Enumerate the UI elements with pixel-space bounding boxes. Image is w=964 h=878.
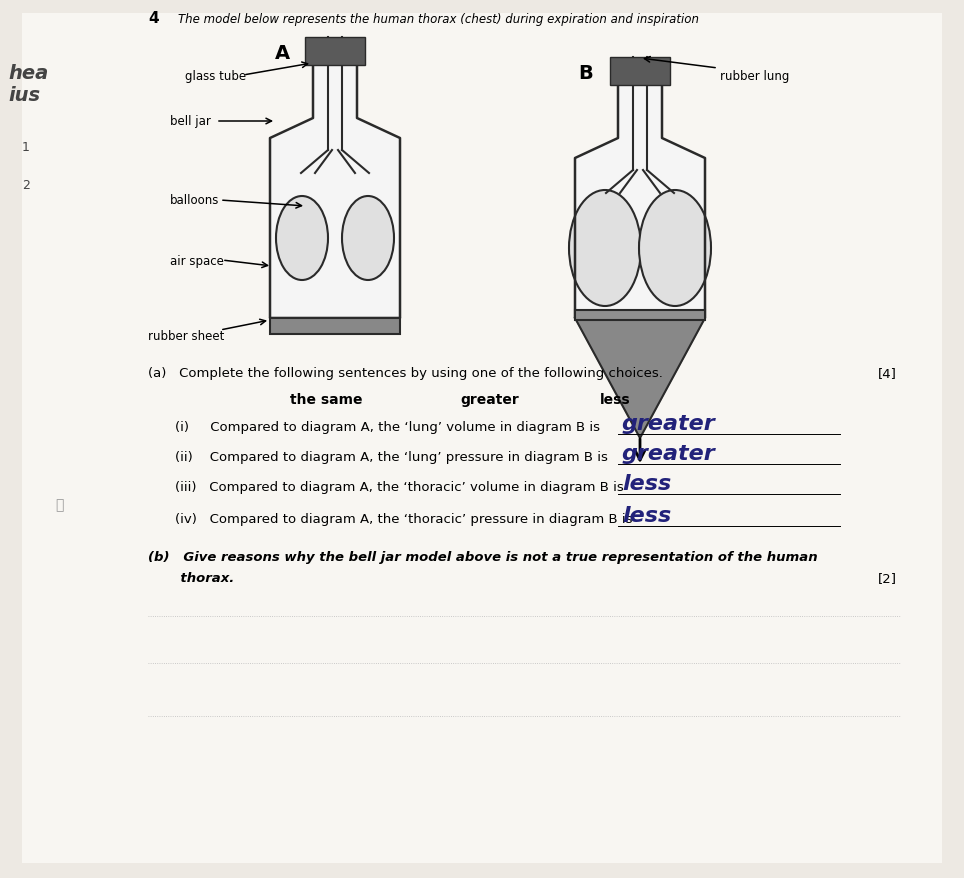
Text: (i)     Compared to diagram A, the ‘lung’ volume in diagram B is: (i) Compared to diagram A, the ‘lung’ vo… xyxy=(175,421,600,434)
Text: 2: 2 xyxy=(22,179,30,191)
Polygon shape xyxy=(575,319,705,438)
Text: [4]: [4] xyxy=(878,367,897,379)
Text: bell jar: bell jar xyxy=(170,115,211,128)
Text: (a)   Complete the following sentences by using one of the following choices.: (a) Complete the following sentences by … xyxy=(148,367,663,379)
Text: the same: the same xyxy=(290,392,362,407)
Text: 1: 1 xyxy=(22,140,30,154)
Text: greater: greater xyxy=(622,443,715,464)
Text: glass tube: glass tube xyxy=(185,69,246,83)
Text: (ii)    Compared to diagram A, the ‘lung’ pressure in diagram B is: (ii) Compared to diagram A, the ‘lung’ p… xyxy=(175,450,608,464)
Text: hea: hea xyxy=(8,64,48,83)
Ellipse shape xyxy=(639,191,711,306)
Ellipse shape xyxy=(276,197,328,281)
Ellipse shape xyxy=(569,191,641,306)
Bar xyxy=(575,311,705,320)
Text: thorax.: thorax. xyxy=(148,572,234,585)
Text: ius: ius xyxy=(8,86,40,104)
Text: rubber sheet: rubber sheet xyxy=(148,329,225,342)
Bar xyxy=(610,58,670,86)
Text: less: less xyxy=(622,473,671,493)
Bar xyxy=(270,319,400,335)
Text: rubber lung: rubber lung xyxy=(720,69,790,83)
Text: B: B xyxy=(578,64,593,83)
Text: (iii)   Compared to diagram A, the ‘thoracic’ volume in diagram B is: (iii) Compared to diagram A, the ‘thorac… xyxy=(175,480,624,493)
Text: The model below represents the human thorax (chest) during expiration and inspir: The model below represents the human tho… xyxy=(178,13,699,26)
Text: greater: greater xyxy=(460,392,519,407)
Text: balloons: balloons xyxy=(170,194,220,207)
Text: air space: air space xyxy=(170,255,224,267)
Text: less: less xyxy=(600,392,630,407)
Text: [2]: [2] xyxy=(878,572,897,585)
Polygon shape xyxy=(270,64,400,319)
Text: ⌒: ⌒ xyxy=(55,498,64,511)
Text: greater: greater xyxy=(622,414,715,434)
Text: (b)   Give reasons why the bell jar model above is not a true representation of : (b) Give reasons why the bell jar model … xyxy=(148,551,817,564)
Bar xyxy=(305,38,365,66)
Text: 4: 4 xyxy=(148,11,159,26)
Text: A: A xyxy=(275,44,290,63)
Ellipse shape xyxy=(342,197,394,281)
Polygon shape xyxy=(575,84,705,319)
Text: less: less xyxy=(622,506,671,525)
Text: (iv)   Compared to diagram A, the ‘thoracic’ pressure in diagram B is: (iv) Compared to diagram A, the ‘thoraci… xyxy=(175,513,632,525)
